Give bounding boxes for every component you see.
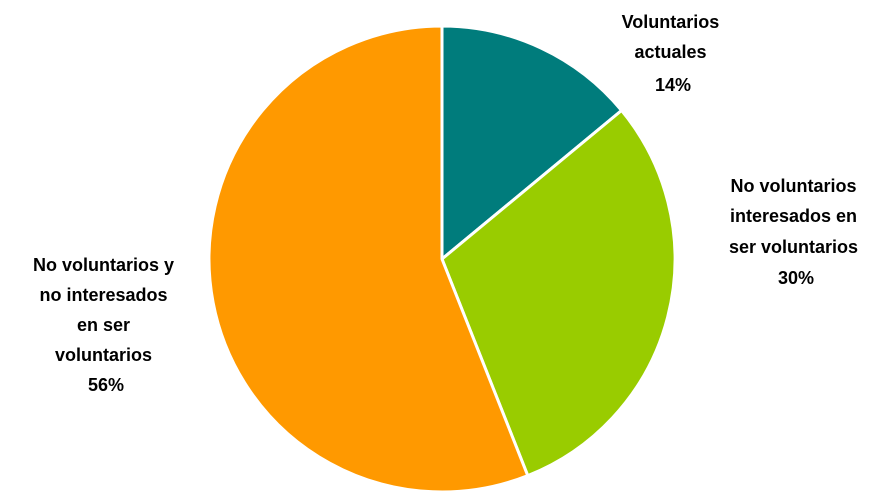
slice-no-voluntarios-interesados [440, 108, 677, 478]
label-no-voluntarios-no-interesados-line-3: en ser [77, 315, 130, 335]
label-voluntarios-actuales-line-1: Voluntarios [622, 12, 720, 32]
label-voluntarios-actuales-value: 14% [655, 75, 691, 95]
slice-no-voluntarios-no-interesados [207, 24, 530, 493]
label-voluntarios-actuales-line-2: actuales [634, 42, 706, 62]
label-no-voluntarios-interesados-value: 30% [778, 268, 814, 288]
label-no-voluntarios-no-interesados: No voluntarios y no interesados en ser v… [33, 255, 179, 395]
pie-slices [207, 24, 677, 493]
label-no-voluntarios-interesados-line-2: interesados en [730, 206, 857, 226]
label-voluntarios-actuales: Voluntarios actuales 14% [622, 12, 725, 95]
label-no-voluntarios-interesados-line-3: ser voluntarios [729, 237, 858, 257]
label-no-voluntarios-no-interesados-line-2: no interesados [39, 285, 167, 305]
label-no-voluntarios-no-interesados-line-1: No voluntarios y [33, 255, 174, 275]
label-no-voluntarios-interesados: No voluntarios interesados en ser volunt… [729, 176, 863, 288]
label-no-voluntarios-no-interesados-line-4: voluntarios [55, 345, 152, 365]
label-no-voluntarios-interesados-line-1: No voluntarios [730, 176, 856, 196]
label-no-voluntarios-no-interesados-value: 56% [88, 375, 124, 395]
slice-voluntarios-actuales [440, 24, 624, 263]
